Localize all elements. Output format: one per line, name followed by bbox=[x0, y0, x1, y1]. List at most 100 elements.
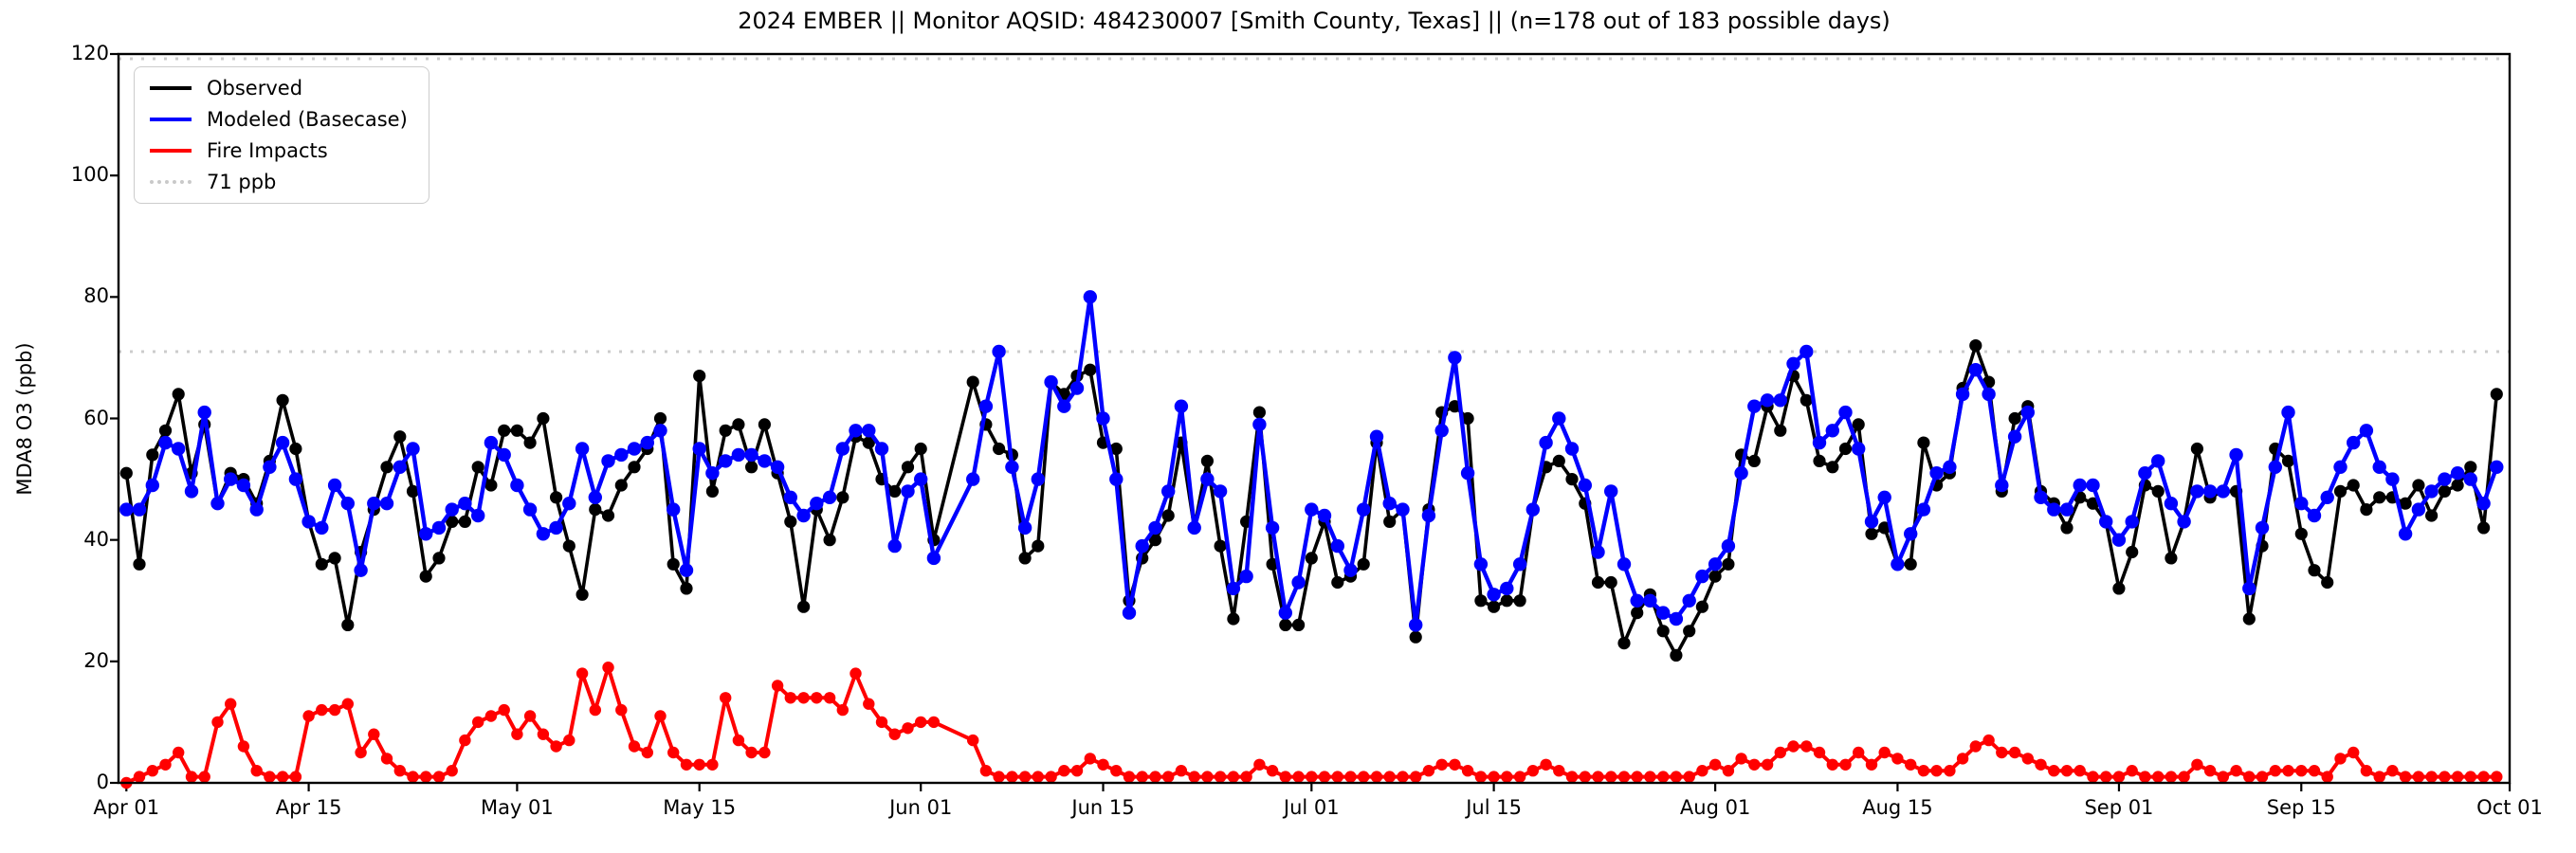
data-point bbox=[1005, 460, 1019, 474]
data-point bbox=[758, 418, 772, 431]
data-point bbox=[966, 375, 979, 389]
data-point bbox=[770, 460, 785, 474]
data-point bbox=[836, 491, 850, 504]
data-point bbox=[2477, 771, 2490, 783]
data-point bbox=[2073, 478, 2087, 493]
data-point bbox=[328, 703, 341, 717]
data-point bbox=[2477, 521, 2491, 535]
data-point bbox=[2385, 472, 2400, 486]
data-point bbox=[1214, 539, 1227, 553]
data-point bbox=[2164, 497, 2179, 511]
data-point bbox=[1747, 454, 1761, 467]
data-point bbox=[1317, 508, 1332, 523]
data-point bbox=[1578, 478, 1593, 493]
data-point bbox=[198, 771, 210, 783]
data-point bbox=[2243, 771, 2256, 783]
data-point bbox=[784, 692, 796, 704]
data-point bbox=[1904, 557, 1917, 571]
data-point bbox=[667, 557, 680, 571]
data-point bbox=[1174, 399, 1189, 413]
data-point bbox=[1761, 758, 1774, 771]
data-point bbox=[1968, 363, 1982, 377]
data-point bbox=[927, 716, 941, 729]
data-point bbox=[1397, 771, 1409, 783]
data-point bbox=[1944, 765, 1956, 777]
data-point bbox=[327, 478, 342, 493]
data-point bbox=[1865, 758, 1878, 771]
data-point bbox=[745, 746, 758, 759]
fire-line-icon bbox=[150, 149, 192, 153]
data-point bbox=[719, 454, 733, 468]
data-point bbox=[1852, 442, 1866, 456]
legend-label: 71 ppb bbox=[207, 171, 277, 193]
data-point bbox=[1891, 557, 1905, 572]
data-point bbox=[1670, 648, 1683, 662]
data-point bbox=[289, 442, 302, 456]
data-point bbox=[498, 424, 511, 437]
data-point bbox=[1097, 758, 1109, 771]
data-point bbox=[1031, 472, 1045, 486]
data-point bbox=[2151, 454, 2165, 468]
data-point bbox=[225, 698, 237, 710]
data-point bbox=[2308, 564, 2321, 577]
data-point bbox=[784, 515, 797, 528]
data-point bbox=[1787, 740, 1800, 753]
data-point bbox=[172, 388, 185, 401]
data-point bbox=[2412, 479, 2425, 492]
data-point bbox=[719, 424, 732, 437]
data-point bbox=[1631, 607, 1644, 620]
data-point bbox=[1774, 424, 1787, 437]
data-point bbox=[862, 436, 875, 449]
data-point bbox=[2412, 771, 2425, 783]
data-point bbox=[1188, 771, 1200, 783]
data-point bbox=[1722, 557, 1735, 571]
data-point bbox=[2178, 771, 2190, 783]
data-point bbox=[575, 588, 589, 601]
data-point bbox=[888, 484, 902, 498]
data-point bbox=[380, 461, 393, 474]
data-point bbox=[263, 460, 277, 474]
x-tick-label: Jun 15 bbox=[1071, 796, 1135, 819]
data-point bbox=[1800, 393, 1813, 407]
data-point bbox=[1982, 734, 1995, 747]
plot-area bbox=[110, 52, 2512, 791]
data-point bbox=[159, 758, 172, 771]
data-point bbox=[1943, 460, 1957, 474]
data-point bbox=[1148, 534, 1162, 547]
data-point bbox=[732, 734, 745, 747]
data-point bbox=[732, 418, 745, 431]
data-point bbox=[133, 557, 146, 571]
data-point bbox=[1644, 771, 1656, 783]
data-point bbox=[2321, 575, 2334, 590]
data-point bbox=[1617, 637, 1631, 650]
data-point bbox=[914, 442, 927, 456]
x-tick-label: Sep 15 bbox=[2266, 796, 2336, 819]
data-point bbox=[406, 442, 420, 456]
data-point bbox=[2425, 509, 2439, 522]
data-point bbox=[237, 740, 250, 753]
data-point bbox=[627, 442, 642, 456]
data-point bbox=[1553, 765, 1565, 777]
data-point bbox=[2490, 460, 2504, 474]
data-point bbox=[510, 424, 523, 437]
data-point bbox=[1305, 502, 1319, 517]
data-point bbox=[1240, 771, 1252, 783]
data-point bbox=[1110, 765, 1123, 777]
y-tick-label: 60 bbox=[83, 406, 109, 429]
data-point bbox=[1721, 538, 1736, 554]
data-point bbox=[289, 771, 302, 783]
data-point bbox=[2372, 460, 2386, 474]
data-point bbox=[523, 436, 537, 449]
data-point bbox=[1501, 771, 1513, 783]
data-point bbox=[693, 758, 705, 771]
data-point bbox=[1747, 399, 1762, 413]
data-point bbox=[2060, 765, 2074, 777]
data-point bbox=[888, 728, 901, 740]
data-point bbox=[1161, 509, 1175, 522]
data-point bbox=[2268, 460, 2282, 474]
data-point bbox=[797, 692, 810, 704]
data-point bbox=[2217, 771, 2229, 783]
observed-line-icon bbox=[150, 86, 192, 90]
data-point bbox=[1383, 515, 1397, 528]
y-tick-label: 0 bbox=[96, 771, 109, 793]
